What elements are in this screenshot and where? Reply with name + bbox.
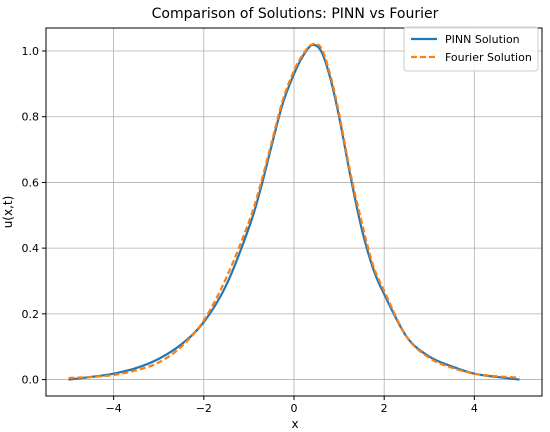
x-tick-label: −2	[196, 402, 212, 415]
y-tick-label: 0.8	[22, 111, 40, 124]
y-axis-label: u(x,t)	[1, 196, 15, 229]
x-tick-label: 0	[291, 402, 298, 415]
x-tick-label: 2	[381, 402, 388, 415]
legend-label-fourier: Fourier Solution	[445, 51, 532, 64]
y-tick-label: 0.2	[22, 308, 40, 321]
chart-title: Comparison of Solutions: PINN vs Fourier	[152, 6, 439, 22]
grid-lines	[46, 28, 542, 396]
y-tick-label: 0.4	[22, 242, 40, 255]
y-tick-label: 0.6	[22, 176, 40, 189]
series-line-fourier	[68, 42, 520, 380]
legend: PINN Solution Fourier Solution	[403, 26, 539, 72]
y-tick-label: 1.0	[22, 45, 40, 58]
x-tick-label: 4	[471, 402, 478, 415]
ticks: −4 −2 0 2 4 0.0 0.2 0.4 0.6 0.8 1.0	[22, 45, 478, 415]
legend-label-pinn: PINN Solution	[445, 33, 520, 46]
legend-box	[403, 26, 539, 72]
x-tick-label: −4	[106, 402, 122, 415]
series-lines	[68, 42, 520, 381]
y-tick-label: 0.0	[22, 374, 40, 387]
x-axis-label: x	[291, 417, 298, 431]
